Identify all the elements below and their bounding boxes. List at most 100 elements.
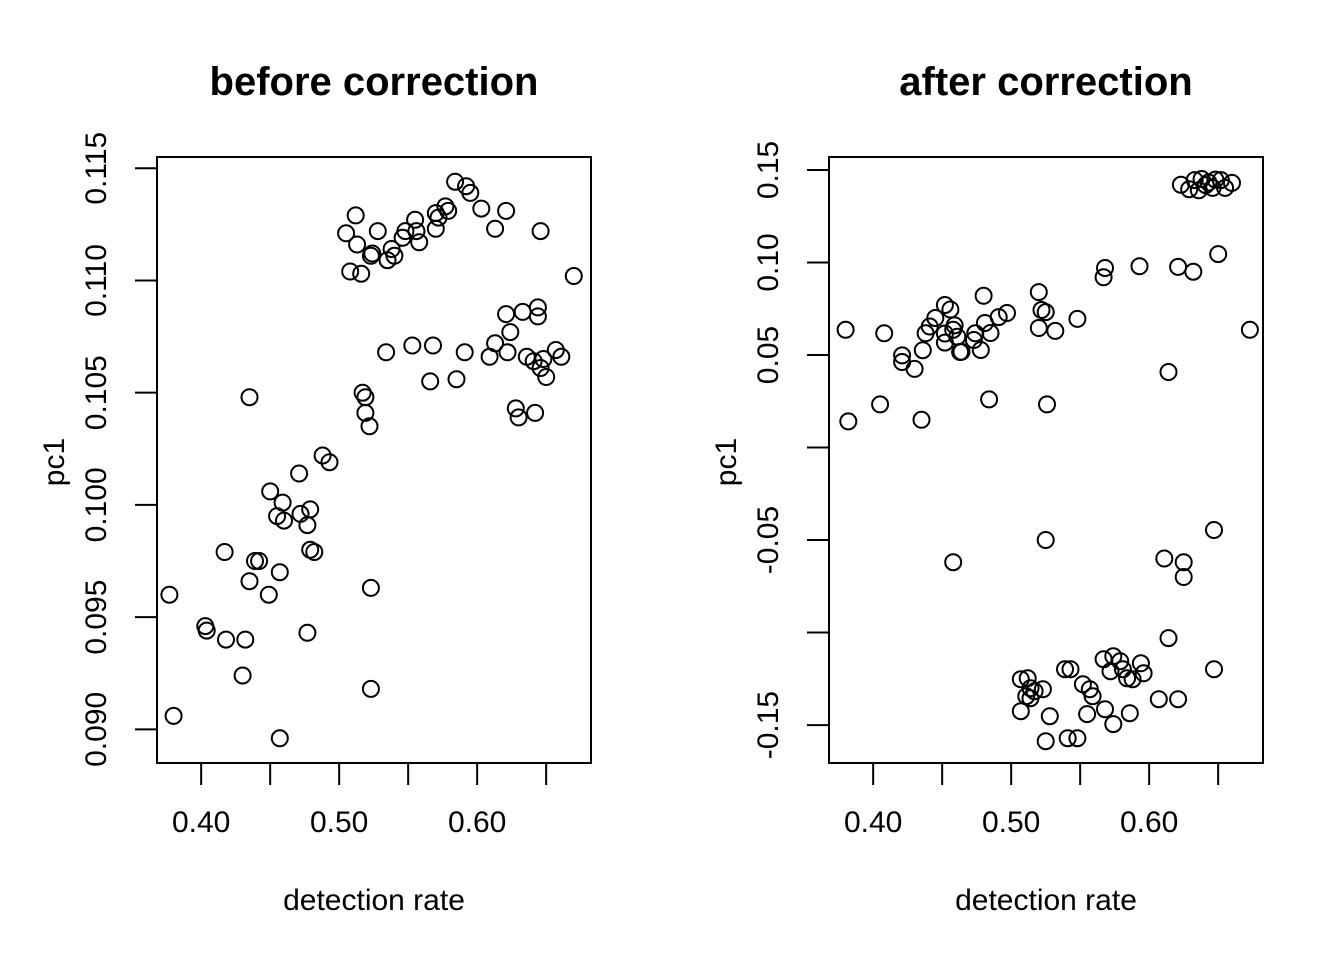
- data-point: [528, 307, 547, 326]
- data-point: [1046, 321, 1065, 340]
- data-point: [1040, 707, 1059, 726]
- data-point: [1131, 654, 1150, 673]
- data-point: [313, 446, 332, 465]
- data-point: [564, 267, 583, 285]
- y-tick-label: -0.15: [752, 691, 785, 759]
- data-point: [893, 346, 912, 365]
- data-point: [426, 219, 445, 238]
- data-point: [1130, 257, 1149, 276]
- points-layer: [836, 170, 1259, 751]
- y-tick-label: 0.105: [80, 355, 113, 430]
- data-point: [259, 585, 278, 604]
- data-point: [980, 390, 999, 409]
- x-axis-label: detection rate: [283, 884, 465, 917]
- data-point: [1180, 180, 1199, 199]
- data-point: [407, 222, 426, 241]
- data-point: [275, 511, 293, 530]
- data-point: [1029, 319, 1048, 337]
- x-tick-label: 0.60: [448, 806, 506, 839]
- data-point: [396, 222, 415, 241]
- data-point: [356, 388, 375, 407]
- panel-title: after correction: [899, 60, 1192, 104]
- data-point: [531, 222, 550, 241]
- data-point: [513, 302, 532, 321]
- data-point: [240, 388, 259, 407]
- data-point: [348, 235, 367, 254]
- data-point: [1185, 171, 1204, 190]
- data-point: [261, 482, 280, 501]
- data-point: [526, 403, 545, 422]
- data-point: [1056, 660, 1074, 679]
- data-point: [1036, 531, 1055, 549]
- points-layer: [160, 172, 583, 748]
- data-point: [1011, 670, 1030, 689]
- data-point: [1209, 245, 1228, 264]
- data-point: [164, 706, 183, 725]
- data-point: [1058, 729, 1077, 748]
- data-point: [352, 264, 371, 283]
- data-point: [406, 210, 425, 229]
- data-point: [421, 372, 440, 391]
- data-point: [552, 347, 571, 366]
- data-point: [270, 563, 289, 582]
- data-point: [215, 543, 234, 561]
- data-point: [506, 399, 525, 418]
- y-axis-label: pc1: [38, 438, 71, 486]
- data-point: [356, 403, 375, 422]
- data-point: [1120, 704, 1139, 723]
- data-point: [498, 343, 517, 362]
- data-point: [290, 464, 309, 483]
- y-tick-label: 0.10: [752, 233, 785, 291]
- data-point: [509, 408, 528, 427]
- data-point: [1155, 549, 1174, 568]
- data-point: [875, 324, 894, 343]
- data-point: [998, 304, 1016, 322]
- data-point: [446, 172, 465, 191]
- data-point: [534, 350, 553, 368]
- data-point: [497, 305, 516, 324]
- data-point: [944, 553, 963, 572]
- data-point: [353, 383, 372, 402]
- data-point: [1033, 680, 1052, 699]
- data-point: [360, 417, 379, 436]
- data-point: [250, 552, 269, 570]
- data-point: [436, 197, 455, 216]
- x-axis: 0.40 0.50 0.60: [844, 763, 1220, 839]
- y-axis: -0.15 -0.05 0.05 0.10 0.15: [752, 141, 829, 759]
- data-point: [501, 323, 520, 342]
- data-point: [1094, 650, 1113, 669]
- data-point: [368, 222, 387, 241]
- data-point: [1036, 303, 1055, 322]
- data-point: [361, 246, 380, 265]
- data-point: [1223, 173, 1241, 192]
- panel-before-correction: before correction detection rate pc1 0.4…: [38, 60, 592, 917]
- data-point: [305, 543, 324, 561]
- data-point: [912, 410, 931, 429]
- x-axis-label: detection rate: [955, 884, 1137, 917]
- y-tick-label: 0.095: [80, 580, 113, 655]
- data-point: [455, 343, 474, 362]
- data-point: [1174, 568, 1193, 586]
- data-point: [410, 233, 429, 252]
- data-point: [197, 621, 216, 640]
- data-point: [1240, 320, 1259, 339]
- data-point: [1011, 702, 1030, 721]
- data-point: [1083, 687, 1102, 706]
- data-point: [1174, 553, 1193, 572]
- data-point: [1036, 732, 1055, 751]
- data-point: [1061, 660, 1080, 679]
- data-point: [974, 286, 993, 305]
- data-point: [964, 331, 983, 349]
- plot-box: [828, 156, 1264, 764]
- data-point: [439, 201, 458, 220]
- data-point: [1094, 268, 1113, 287]
- data-point: [382, 240, 401, 258]
- data-point: [363, 244, 382, 263]
- data-point: [160, 585, 179, 604]
- data-point: [246, 552, 264, 570]
- data-point: [935, 324, 954, 343]
- data-point: [524, 352, 543, 371]
- x-tick-label: 0.40: [172, 806, 230, 839]
